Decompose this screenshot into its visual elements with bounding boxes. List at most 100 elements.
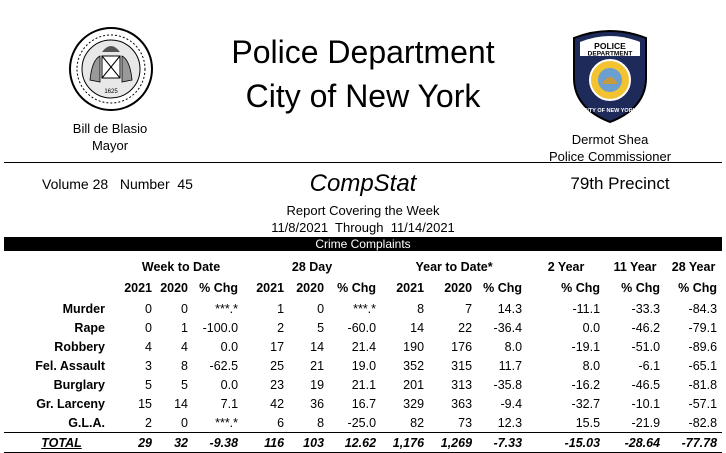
total-cell: 32 xyxy=(174,435,188,450)
svg-text:POLICE: POLICE xyxy=(594,41,626,51)
table-cell: 4 xyxy=(181,339,188,354)
table-cell: -16.2 xyxy=(571,377,601,392)
table-cell: 16.7 xyxy=(351,396,377,411)
column-header: % Chg xyxy=(678,281,718,295)
section-banner: Crime Complaints xyxy=(4,237,722,251)
nypd-badge-icon: POLICE DEPARTMENT CITY OF NEW YORK xyxy=(573,30,647,124)
table-cell: -57.1 xyxy=(688,396,718,411)
column-header: % Chg xyxy=(337,281,377,295)
table-cell: 15.5 xyxy=(575,415,601,430)
report-name: CompStat xyxy=(309,170,417,197)
table-cell: -32.7 xyxy=(571,396,601,411)
table-cell: 313 xyxy=(451,377,473,392)
row-label: Rape xyxy=(74,320,105,335)
precinct-name: 79th Precinct xyxy=(570,174,670,193)
row-label: Gr. Larceny xyxy=(36,396,105,411)
commissioner-name: Dermot Shea xyxy=(571,132,649,147)
table-cell: 8 xyxy=(317,415,325,430)
mayor-name: Bill de Blasio xyxy=(72,121,148,136)
table-cell: 8.0 xyxy=(582,358,601,373)
header-divider xyxy=(4,162,722,163)
table-cell: -46.2 xyxy=(631,320,661,335)
table-cell: 7.1 xyxy=(220,396,239,411)
total-cell: -7.33 xyxy=(493,435,523,450)
total-cell: 103 xyxy=(303,435,325,450)
table-row: Robbery 4 4 0.0 17 14 21.4 190 176 8.0 -19.1 -51.0 -… xyxy=(4,337,722,356)
table-cell: 190 xyxy=(403,339,425,354)
table-cell: 14 xyxy=(174,396,188,411)
row-label: Burglary xyxy=(53,377,105,392)
table-cell: 2 xyxy=(145,415,152,430)
column-header: % Chg xyxy=(561,281,601,295)
table-cell: 42 xyxy=(270,396,285,411)
mayor-caption: Bill de Blasio Mayor xyxy=(40,120,180,154)
title-line-1: Police Department xyxy=(231,34,495,70)
commissioner-title: Police Commissioner xyxy=(548,149,672,164)
table-cell: -33.3 xyxy=(631,301,661,316)
group-28-day: 28 Day xyxy=(291,259,333,274)
total-cell: -77.78 xyxy=(681,435,718,450)
group-28-year: 28 Year xyxy=(671,259,716,274)
column-header: % Chg xyxy=(483,281,523,295)
total-row: TOTAL 29 32 -9.38 116 103 12.62 1,176 1,… xyxy=(4,432,723,453)
table-cell: 352 xyxy=(403,358,425,373)
mayor-title: Mayor xyxy=(91,138,129,153)
title-line-2: City of New York xyxy=(245,78,481,114)
column-header-row: 2021 2020 % Chg 2021 2020 % Chg 2021 202… xyxy=(4,277,722,299)
table-cell: 0.0 xyxy=(582,320,601,335)
svg-text:DEPARTMENT: DEPARTMENT xyxy=(588,51,633,58)
column-header: 2020 xyxy=(296,281,325,295)
table-cell: ***.* xyxy=(215,301,239,316)
table-cell: 14 xyxy=(310,339,325,354)
table-cell: -81.8 xyxy=(688,377,718,392)
table-cell: 0 xyxy=(317,301,325,316)
column-header: % Chg xyxy=(199,281,239,295)
column-header: 2021 xyxy=(396,281,425,295)
table-cell: -82.8 xyxy=(688,415,718,430)
table-cell: 6 xyxy=(277,415,285,430)
table-row: Fel. Assault 3 8 -62.5 25 21 19.0 352 315 11.7 8.0… xyxy=(4,356,722,375)
table-cell: 0 xyxy=(181,301,188,316)
table-row: Burglary 5 5 0.0 23 19 21.1 201 313 -35.8 -16.2 -46… xyxy=(4,375,722,394)
table-cell: 19.0 xyxy=(351,358,377,373)
seal-year: 1625 xyxy=(104,89,118,95)
row-label: Robbery xyxy=(54,339,105,354)
column-header: 2020 xyxy=(444,281,473,295)
table-cell: 36 xyxy=(310,396,325,411)
commissioner-caption: Dermot Shea Police Commissioner xyxy=(530,131,690,165)
total-cell: 116 xyxy=(264,435,285,450)
table-cell: 2 xyxy=(277,320,285,335)
total-cell: -15.03 xyxy=(564,435,601,450)
table-cell: 176 xyxy=(451,339,473,354)
table-cell: -9.4 xyxy=(500,396,523,411)
table-cell: -62.5 xyxy=(209,358,239,373)
column-header: 2021 xyxy=(256,281,285,295)
table-cell: -35.8 xyxy=(493,377,523,392)
table-cell: 1 xyxy=(277,301,285,316)
table-cell: 4 xyxy=(145,339,152,354)
table-cell: -84.3 xyxy=(688,301,718,316)
table-cell: 0.0 xyxy=(220,339,239,354)
group-header-blank xyxy=(4,256,119,277)
table-cell: 329 xyxy=(403,396,425,411)
table-cell: -51.0 xyxy=(631,339,661,354)
table-cell: 0 xyxy=(181,415,188,430)
row-label: Fel. Assault xyxy=(35,358,105,373)
column-header: 2021 xyxy=(124,281,152,295)
table-cell: -10.1 xyxy=(631,396,661,411)
table-cell: 23 xyxy=(270,377,285,392)
table-cell: 315 xyxy=(451,358,473,373)
table-cell: 17 xyxy=(270,339,285,354)
total-cell: 1,269 xyxy=(440,435,473,450)
table-cell: -19.1 xyxy=(571,339,601,354)
table-cell: -11.1 xyxy=(572,301,601,316)
column-header: % Chg xyxy=(621,281,661,295)
total-cell: 1,176 xyxy=(392,435,425,450)
table-cell: 19 xyxy=(310,377,325,392)
column-header-blank xyxy=(4,277,119,299)
table-cell: -21.9 xyxy=(631,415,661,430)
table-row: Rape 0 1 -100.0 2 5 -60.0 14 22 -36.4 0.0 -46.2 -79.… xyxy=(4,318,722,337)
total-cell: -28.64 xyxy=(624,435,661,450)
total-cell: -9.38 xyxy=(209,435,239,450)
table-cell: 14.3 xyxy=(497,301,523,316)
